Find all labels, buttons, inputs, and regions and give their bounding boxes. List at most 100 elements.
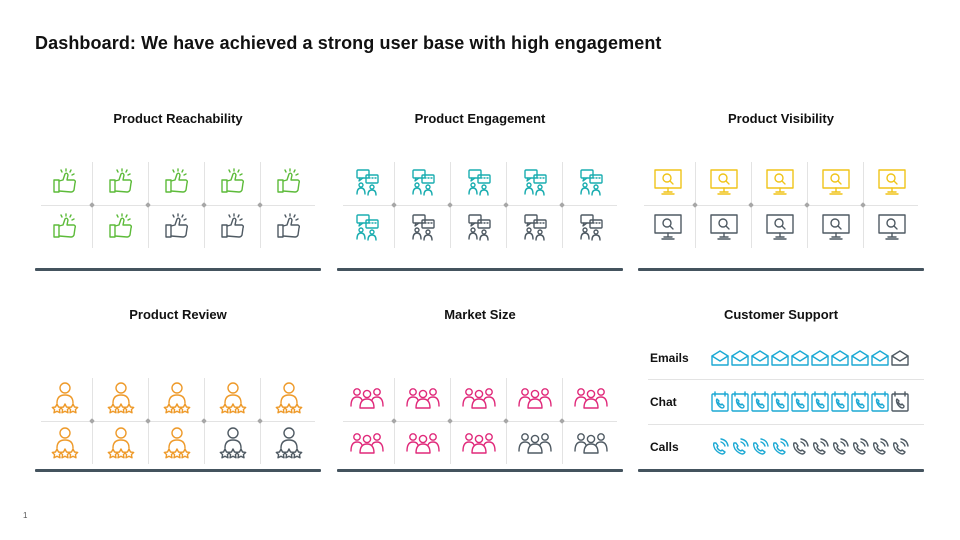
support-row-emails: Emails (638, 338, 924, 378)
chat-phone-icon (710, 391, 730, 413)
monitor-search-icon (708, 167, 740, 197)
support-row-icons (710, 427, 910, 467)
phone-call-icon (790, 438, 810, 456)
grid-cell (452, 207, 505, 247)
chat-phone-icon (830, 391, 850, 413)
chat-users-icon (352, 167, 382, 197)
thumbs-up-icon (218, 212, 248, 242)
user-rating-icon (161, 426, 193, 460)
envelope-icon (710, 349, 730, 367)
envelope-icon (890, 349, 910, 367)
grid-cell (753, 207, 806, 247)
thumbs-up-icon (50, 167, 80, 197)
phone-call-icon (850, 438, 870, 456)
grid-cell (809, 207, 862, 247)
panel-divider-bar (638, 268, 924, 271)
grid-cell (641, 162, 694, 202)
panel-title: Customer Support (723, 307, 839, 322)
grid-separator (343, 205, 617, 206)
grid-cell (697, 162, 750, 202)
monitor-search-icon (820, 167, 852, 197)
group-icon (461, 386, 496, 410)
thumbs-up-icon (274, 212, 304, 242)
thumbs-up-icon (162, 167, 192, 197)
chat-users-icon (408, 212, 438, 242)
user-rating-icon (105, 426, 137, 460)
user-rating-icon (105, 381, 137, 415)
icon-grid (35, 376, 321, 466)
chat-users-icon (464, 167, 494, 197)
envelope-icon (830, 349, 850, 367)
chat-users-icon (520, 167, 550, 197)
monitor-search-icon (652, 212, 684, 242)
thumbs-up-icon (218, 167, 248, 197)
monitor-search-icon (764, 212, 796, 242)
grid-cell (262, 423, 315, 463)
grid-cell (340, 378, 393, 418)
thumbs-up-icon (274, 167, 304, 197)
phone-call-icon (770, 438, 790, 456)
monitor-search-icon (876, 167, 908, 197)
grid-cell (206, 423, 259, 463)
group-icon (349, 386, 384, 410)
phone-call-icon (750, 438, 770, 456)
panel-divider-bar (35, 469, 321, 472)
grid-cell (340, 207, 393, 247)
grid-cell (396, 378, 449, 418)
grid-cell (150, 207, 203, 247)
grid-cell (452, 162, 505, 202)
grid-cell (340, 162, 393, 202)
monitor-search-icon (876, 212, 908, 242)
envelope-icon (850, 349, 870, 367)
chat-users-icon (352, 212, 382, 242)
chat-phone-icon (850, 391, 870, 413)
grid-cell (865, 162, 918, 202)
grid-cell (865, 207, 918, 247)
panel-title: Product Visibility (728, 111, 834, 126)
envelope-icon (810, 349, 830, 367)
grid-cell (753, 162, 806, 202)
envelope-icon (750, 349, 770, 367)
grid-cell (564, 207, 617, 247)
group-icon (405, 386, 440, 410)
group-icon (405, 431, 440, 455)
page-title: Dashboard: We have achieved a strong use… (35, 33, 662, 53)
grid-cell (94, 207, 147, 247)
icon-grid (35, 160, 321, 250)
grid-cell (564, 423, 617, 463)
monitor-search-icon (708, 212, 740, 242)
user-rating-icon (49, 426, 81, 460)
thumbs-up-icon (106, 167, 136, 197)
phone-call-icon (730, 438, 750, 456)
grid-cell (396, 423, 449, 463)
chat-users-icon (576, 212, 606, 242)
chat-users-icon (408, 167, 438, 197)
grid-cell (262, 162, 315, 202)
grid-cell (452, 423, 505, 463)
grid-cell (340, 423, 393, 463)
phone-call-icon (830, 438, 850, 456)
user-rating-icon (273, 381, 305, 415)
user-rating-icon (217, 381, 249, 415)
support-row-calls: Calls (638, 427, 924, 467)
grid-cell (452, 378, 505, 418)
grid-cell (508, 423, 561, 463)
phone-call-icon (870, 438, 890, 456)
monitor-search-icon (652, 167, 684, 197)
panel-divider-bar (337, 268, 623, 271)
grid-cell (38, 207, 91, 247)
panel-title: Market Size (444, 307, 516, 322)
panel-title: Product Engagement (414, 111, 546, 126)
grid-cell (150, 162, 203, 202)
grid-cell (150, 423, 203, 463)
phone-call-icon (810, 438, 830, 456)
grid-cell (641, 207, 694, 247)
grid-cell (262, 378, 315, 418)
grid-cell (809, 162, 862, 202)
phone-call-icon (890, 438, 910, 456)
envelope-icon (730, 349, 750, 367)
group-icon (573, 386, 608, 410)
envelope-icon (770, 349, 790, 367)
row-divider (648, 379, 924, 380)
user-rating-icon (49, 381, 81, 415)
